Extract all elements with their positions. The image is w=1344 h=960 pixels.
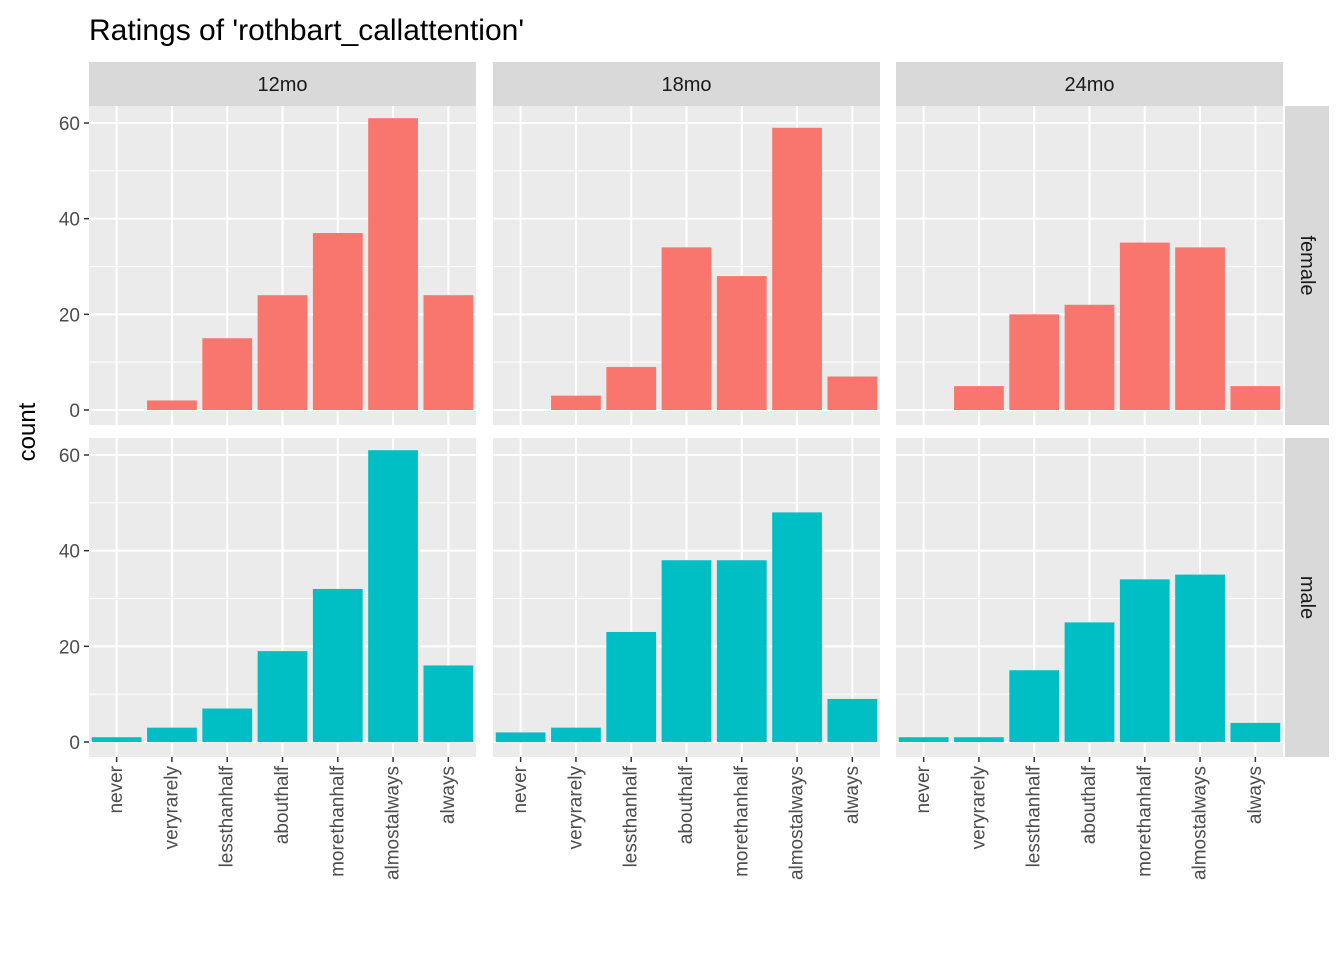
bar-female-24mo-morethanhalf (1119, 242, 1170, 410)
bar-female-18mo-morethanhalf (716, 276, 767, 410)
bar-male-12mo-abouthalf (257, 651, 308, 742)
bar-female-24mo-abouthalf (1064, 304, 1115, 410)
bar-female-12mo-abouthalf (257, 295, 308, 410)
bar-male-24mo-veryrarely (954, 737, 1004, 742)
bar-male-18mo-veryrarely (551, 727, 601, 742)
bar-female-12mo-almostalways (368, 118, 418, 410)
y-tick-label: 0 (69, 401, 80, 422)
y-tick-label: 20 (59, 637, 80, 658)
plot-area: 12mo 18mo 24mo female male 0 20 40 60 0 20 40 60 neve… (59, 62, 1329, 880)
bar-male-18mo-always (827, 698, 878, 742)
bar-male-18mo-lessthanhalf (606, 631, 657, 742)
x-tick-label-almostalways: almostalways (1190, 766, 1211, 880)
y-tick-label: 0 (69, 733, 80, 754)
x-tick-label-always: always (438, 766, 459, 824)
bar-female-12mo-always (423, 295, 474, 410)
bar-male-18mo-abouthalf (661, 560, 712, 742)
y-tick-label: 40 (59, 210, 80, 231)
bar-female-24mo-almostalways (1175, 247, 1225, 410)
y-tick-label: 60 (59, 446, 80, 467)
bar-male-24mo-almostalways (1175, 574, 1225, 742)
strip-female (1285, 106, 1329, 425)
strip-label-12mo: 12mo (257, 74, 307, 96)
bar-male-18mo-morethanhalf (716, 560, 767, 742)
bar-female-12mo-morethanhalf (312, 233, 363, 410)
strip-label-18mo: 18mo (661, 74, 711, 96)
strip-label-male: male (1296, 576, 1318, 619)
x-tick-label-always: always (842, 766, 863, 824)
x-tick-label-morethanhalf: morethanhalf (1134, 765, 1155, 877)
bar-female-12mo-veryrarely (147, 400, 197, 410)
bar-female-18mo-abouthalf (661, 247, 712, 410)
x-tick-label-veryrarely: veryrarely (565, 766, 586, 850)
strip-label-female: female (1296, 235, 1318, 295)
x-tick-label-almostalways: almostalways (787, 766, 808, 880)
x-tick-label-abouthalf: abouthalf (676, 765, 697, 844)
bar-male-12mo-lessthanhalf (202, 708, 253, 742)
bar-male-18mo-almostalways (772, 512, 822, 742)
bar-male-24mo-always (1230, 722, 1281, 742)
bar-female-18mo-lessthanhalf (606, 366, 657, 410)
bar-male-12mo-veryrarely (147, 727, 197, 742)
y-axis-title: count (14, 402, 41, 461)
bar-male-12mo-morethanhalf (312, 588, 363, 742)
x-tick-label-morethanhalf: morethanhalf (731, 765, 752, 877)
bar-male-24mo-never (898, 737, 949, 742)
x-tick-label-veryrarely: veryrarely (968, 766, 989, 850)
x-tick-label-morethanhalf: morethanhalf (327, 765, 348, 877)
bar-female-18mo-veryrarely (551, 395, 601, 410)
y-tick-label: 60 (59, 114, 80, 135)
bar-male-12mo-almostalways (368, 450, 418, 742)
strip-24mo (896, 62, 1283, 106)
y-tick-label: 40 (59, 542, 80, 563)
bar-female-18mo-always (827, 376, 878, 410)
x-tick-label-almostalways: almostalways (383, 766, 404, 880)
bar-female-24mo-veryrarely (954, 386, 1004, 410)
x-tick-label-never: never (510, 765, 531, 813)
x-tick-label-abouthalf: abouthalf (1079, 765, 1100, 844)
bar-female-24mo-lessthanhalf (1009, 314, 1060, 410)
chart-title: Ratings of 'rothbart_callattention' (89, 14, 524, 47)
x-tick-label-never: never (106, 765, 127, 813)
bar-male-12mo-always (423, 665, 474, 742)
bar-female-12mo-lessthanhalf (202, 338, 253, 410)
x-tick-label-lessthanhalf: lessthanhalf (1024, 765, 1045, 867)
x-tick-label-lessthanhalf: lessthanhalf (217, 765, 238, 867)
bar-male-12mo-never (91, 737, 142, 742)
bar-female-18mo-almostalways (772, 127, 822, 411)
x-tick-label-abouthalf: abouthalf (272, 765, 293, 844)
strip-male (1285, 438, 1329, 757)
bar-female-24mo-always (1230, 386, 1281, 410)
strip-12mo (89, 62, 476, 106)
strip-label-24mo: 24mo (1064, 74, 1114, 96)
bar-male-18mo-never (495, 732, 546, 742)
x-tick-label-veryrarely: veryrarely (161, 766, 182, 850)
strip-18mo (493, 62, 880, 106)
x-tick-label-never: never (913, 765, 934, 813)
bar-male-24mo-abouthalf (1064, 622, 1115, 742)
x-tick-label-lessthanhalf: lessthanhalf (621, 765, 642, 867)
bar-male-24mo-morethanhalf (1119, 579, 1170, 742)
y-tick-label: 20 (59, 305, 80, 326)
bar-male-24mo-lessthanhalf (1009, 670, 1060, 742)
x-tick-label-always: always (1245, 766, 1266, 824)
